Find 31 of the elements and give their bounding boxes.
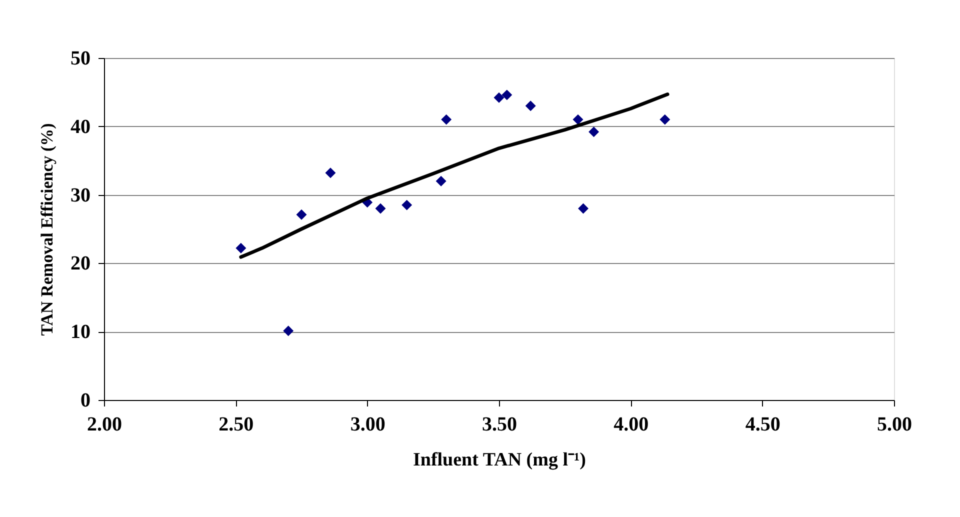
- point: [441, 114, 452, 125]
- y-tick-label: 40: [70, 116, 90, 138]
- x-tick-label: 3.00: [350, 414, 386, 436]
- point: [436, 176, 446, 186]
- x-tick-label: 2.50: [218, 414, 254, 436]
- y-tick-label: 10: [70, 321, 90, 344]
- x-tick-label: 4.50: [745, 414, 780, 436]
- point: [283, 326, 294, 336]
- y-tick-label: 30: [70, 184, 90, 206]
- x-tick-label: 2.00: [87, 414, 122, 436]
- point: [296, 209, 307, 220]
- y-axis-title: TAN Removal Efficiency (%): [38, 123, 56, 336]
- y-tick-label: 0: [80, 390, 90, 412]
- x-tick-label: 4.00: [614, 414, 649, 436]
- x-tick-label: 5.00: [877, 414, 912, 436]
- point: [525, 100, 536, 112]
- point: [494, 92, 504, 103]
- x-axis-title: Influent TAN (mg l⁻¹): [412, 450, 586, 470]
- point: [660, 114, 670, 125]
- point: [402, 200, 412, 210]
- point: [325, 168, 336, 178]
- y-tick-label: 50: [70, 48, 90, 70]
- point: [375, 203, 386, 214]
- point: [502, 90, 512, 100]
- point: [236, 242, 246, 254]
- line-series: [239, 92, 670, 259]
- x-tick-label: 3.50: [482, 414, 517, 436]
- point: [588, 126, 600, 138]
- point: [578, 203, 589, 214]
- y-tick-label: 20: [70, 252, 90, 275]
- point: [572, 114, 584, 125]
